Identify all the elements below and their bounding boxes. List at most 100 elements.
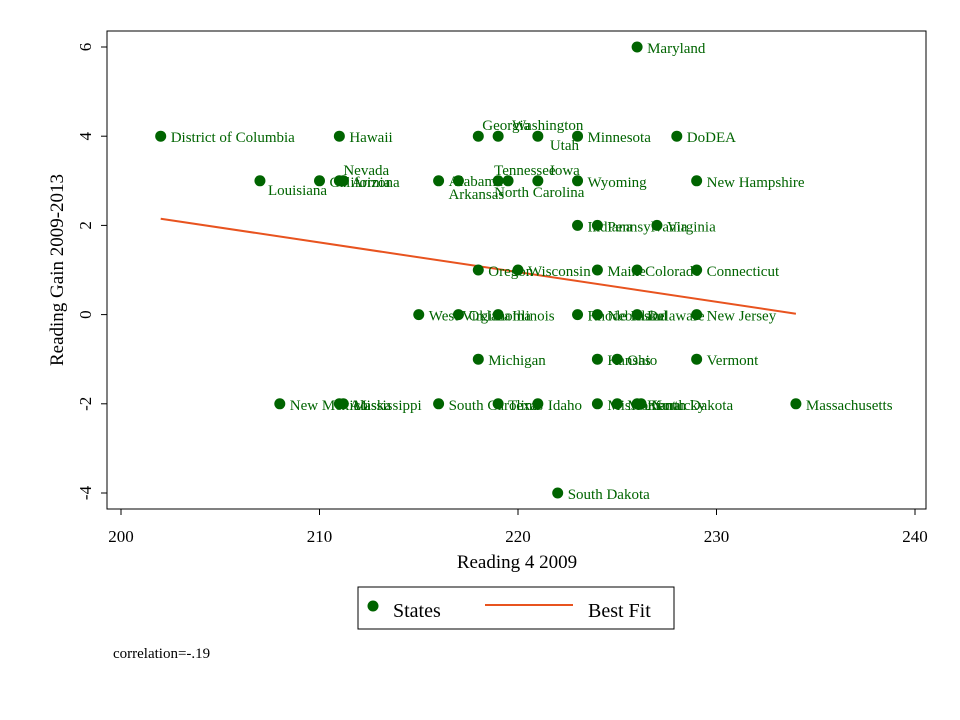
point-label-new-jersey: New Jersey: [707, 309, 777, 325]
point-label-ohio: Ohio: [627, 353, 657, 369]
point-label-wisconsin: Wisconsin: [528, 264, 591, 280]
point-label-california: California: [330, 175, 391, 191]
point-label-colorado: Colorado: [645, 264, 701, 280]
point-label-oregon: Oregon: [488, 264, 533, 280]
point-hawaii: [333, 130, 345, 142]
point-label-new-mexico: New Mexico: [290, 398, 368, 414]
point-maryland: [631, 41, 643, 53]
point-labels-layer: Maryland District of Columbia Hawaii Georgi…: [171, 41, 893, 503]
point-label-nebraska: Nebraska: [607, 309, 664, 325]
point-wisconsin: [512, 264, 524, 276]
point-label-michigan: Michigan: [488, 353, 546, 369]
point-west-virginia: [413, 309, 425, 321]
point-label-louisiana: Louisiana: [268, 183, 327, 199]
point-label-north-carolina: North Carolina: [494, 185, 585, 201]
point-rhode-island: [572, 309, 584, 321]
point-label-massachusetts: Massachusetts: [806, 398, 893, 414]
point-tennessee: [492, 175, 504, 187]
point-colorado: [631, 264, 643, 276]
point-wyoming: [572, 175, 584, 187]
point-label-south-dakota: South Dakota: [568, 487, 650, 503]
point-label-alaska: Alaska: [349, 398, 391, 414]
point-label-illinois: Illinois: [512, 309, 555, 325]
point-new-hampshire: [691, 175, 703, 187]
legend: States Best Fit: [357, 586, 675, 630]
correlation-note: correlation=-.19: [113, 646, 210, 662]
point-missouri: [591, 398, 603, 410]
y-tick-label: -2: [76, 397, 95, 411]
point-label-indiana: Indiana: [588, 219, 633, 235]
x-axis-title: Reading 4 2009: [457, 552, 577, 573]
y-axis-title: Reading Gain 2009-2013: [47, 174, 68, 366]
point-label-pennsylvania: Pennsylvania: [607, 219, 687, 235]
point-delaware: [631, 309, 643, 321]
point-label-dodea: DoDEA: [687, 130, 736, 146]
y-axis: -4 -2 0 2 4 6: [76, 43, 107, 500]
x-tick-label: 230: [704, 527, 730, 546]
point-washington: [492, 130, 504, 142]
point-pennsylvania: [591, 219, 603, 231]
point-label-iowa: Iowa: [550, 163, 580, 179]
point-dodea: [671, 130, 683, 142]
point-label-maine: Maine: [607, 264, 646, 280]
point-label-minnesota: Minnesota: [588, 130, 652, 146]
point-label-utah: Utah: [550, 138, 580, 154]
point-label-delaware: Delaware: [647, 309, 705, 325]
point-michigan: [472, 353, 484, 365]
point-iowa: [532, 175, 544, 187]
point-maine: [591, 264, 603, 276]
x-tick-label: 220: [505, 527, 531, 546]
point-label-maryland: Maryland: [647, 41, 706, 57]
point-alabama: [433, 175, 445, 187]
point-label-new-hampshire: New Hampshire: [707, 175, 805, 191]
x-tick-label: 200: [108, 527, 134, 546]
point-label-west-virginia: West Virginia: [429, 309, 511, 325]
point-oklahoma: [452, 309, 464, 321]
point-label-arkansas: Arkansas: [448, 187, 504, 203]
point-label-south-carolina: South Carolina: [449, 398, 540, 414]
point-indiana: [572, 219, 584, 231]
legend-box: [357, 586, 675, 630]
point-label-rhode-island: Rhode Island: [588, 309, 668, 325]
y-tick-label: 4: [76, 131, 95, 140]
point-label-hawaii: Hawaii: [349, 130, 392, 146]
point-label-wyoming: Wyoming: [588, 175, 648, 191]
point-ohio: [611, 353, 623, 365]
point-massachusetts: [790, 398, 802, 410]
point-label-kentucky: Kentucky: [647, 398, 706, 414]
x-tick-label: 210: [307, 527, 333, 546]
point-louisiana: [254, 175, 266, 187]
point-label-idaho: Idaho: [548, 398, 582, 414]
point-illinois: [492, 309, 504, 321]
points-layer: [155, 41, 802, 499]
point-north-carolina: [502, 175, 514, 187]
point-label-nevada: Nevada: [343, 163, 389, 179]
point-label-district-of-columbia: District of Columbia: [171, 130, 295, 146]
x-tick-label: 240: [902, 527, 928, 546]
point-label-connecticut: Connecticut: [707, 264, 780, 280]
point-label-north-dakota: North Dakota: [651, 398, 733, 414]
point-label-mississippi: Mississippi: [353, 398, 421, 414]
legend-states-marker: [367, 600, 379, 612]
point-north-dakota: [635, 398, 647, 410]
point-label-arizona: Arizona: [351, 175, 400, 191]
point-arkansas: [452, 175, 464, 187]
point-georgia: [472, 130, 484, 142]
x-axis: 200 210 220 230 240: [108, 509, 928, 546]
point-virginia: [651, 219, 663, 231]
point-label-washington: Washington: [512, 118, 584, 134]
y-tick-label: 0: [76, 310, 95, 319]
point-idaho: [532, 398, 544, 410]
point-montana: [611, 398, 623, 410]
point-label-vermont: Vermont: [707, 353, 759, 369]
point-label-montana: Montana: [627, 398, 681, 414]
point-minnesota: [572, 130, 584, 142]
point-district-of-columbia: [155, 130, 167, 142]
point-nebraska: [591, 309, 603, 321]
point-label-alabama: Alabama: [449, 174, 503, 190]
point-label-texas: Texas: [508, 398, 543, 414]
point-arizona: [337, 175, 349, 187]
point-utah: [532, 130, 544, 142]
point-texas: [492, 398, 504, 410]
point-label-oklahoma: Oklahoma: [468, 309, 531, 325]
